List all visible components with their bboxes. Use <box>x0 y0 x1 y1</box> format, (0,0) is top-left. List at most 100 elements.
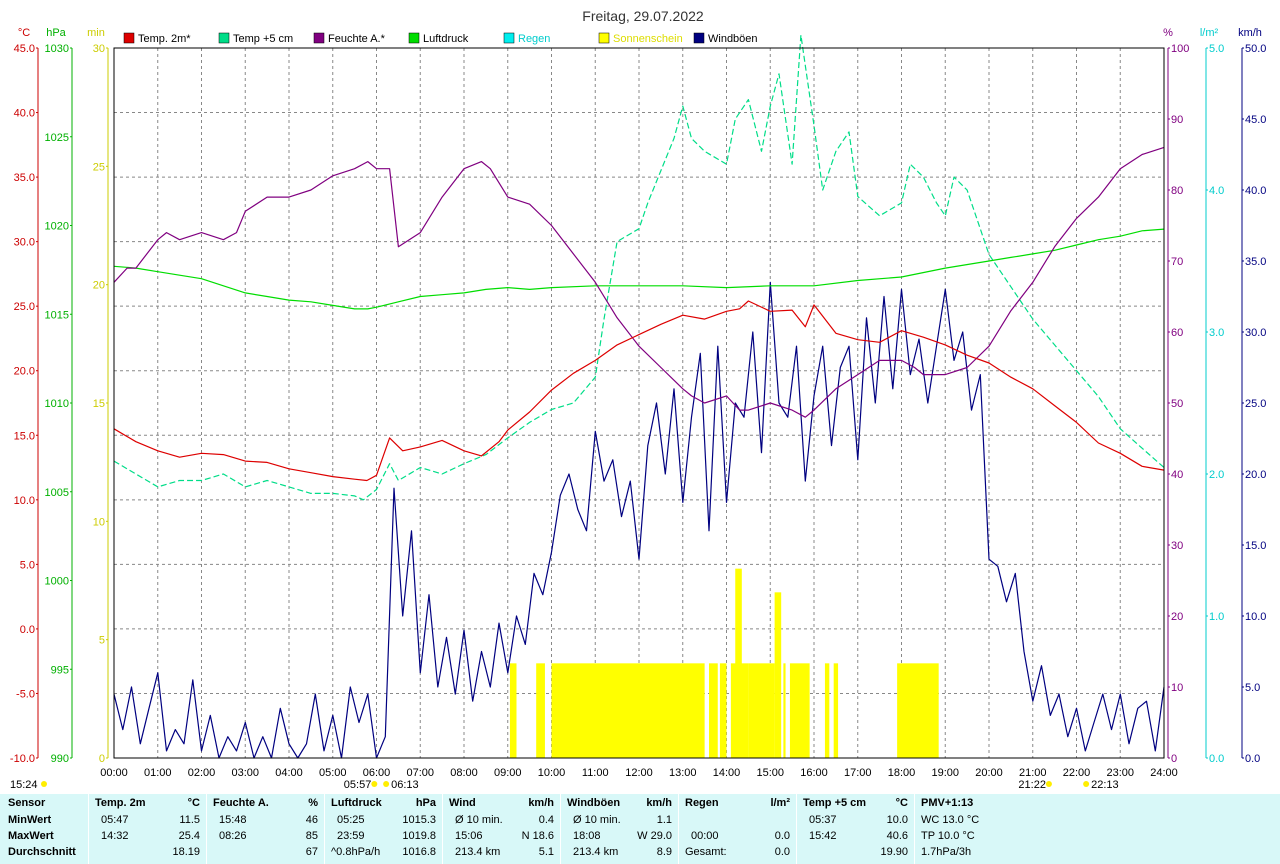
axis-tick-label: 1005 <box>45 487 69 499</box>
stats-value: 1.1 <box>656 814 672 826</box>
stats-header-temp-5cm: Temp +5 cm <box>803 797 867 809</box>
stats-header-gusts: Windböen <box>567 797 621 809</box>
stats-header-pressure: Luftdruck <box>331 797 382 809</box>
axis-tick-label: 30 <box>93 43 105 55</box>
stats-time: 14:32 <box>101 830 129 842</box>
series-line-windb-en <box>113 281 1165 759</box>
legend-swatch <box>693 32 705 44</box>
bottom-time-label: 15:24 <box>10 779 38 791</box>
column-separator <box>678 794 679 864</box>
x-tick-label: 21:00 <box>1019 767 1047 779</box>
sunshine-bar <box>709 663 718 758</box>
stats-header-rain-unit: l/m² <box>770 797 790 809</box>
stats-time: 15:42 <box>809 830 837 842</box>
column-separator <box>88 794 89 864</box>
axis-tick-label: 70 <box>1171 256 1183 268</box>
axis-tick-label: 30.0 <box>1245 327 1266 339</box>
axis-unit-label: hPa <box>46 27 66 39</box>
stats-time: 213.4 km <box>573 846 619 858</box>
bottom-time-label: 22:13 <box>1091 779 1119 791</box>
stats-time: TP 10.0 °C <box>921 830 975 842</box>
axis-tick-label: 1015 <box>45 309 69 321</box>
axis-tick-label: 0.0 <box>20 624 35 636</box>
axis-tick-label: 1030 <box>45 43 69 55</box>
axis-tick-label: 25 <box>93 161 105 173</box>
legend-swatch <box>503 32 515 44</box>
bottom-labels: 15:24 05:57 06:13 21:22 22:13 <box>10 779 1119 791</box>
axis-unit-label: % <box>1163 27 1173 39</box>
chart-title: Freitag, 29.07.2022 <box>582 8 704 24</box>
stats-row-label: MaxWert <box>8 830 54 842</box>
stats-value: 1016.8 <box>402 846 436 858</box>
stats-value: 0.0 <box>774 830 790 842</box>
sunshine-bar <box>789 663 810 758</box>
axis-tick-label: 0 <box>99 753 105 765</box>
axis-tick-label: 50 <box>1171 398 1183 410</box>
axis-tick-label: 1000 <box>45 576 69 588</box>
axis-tick-label: 10.0 <box>14 495 35 507</box>
grid <box>114 48 1164 758</box>
axis-tick-label: 3.0 <box>1209 327 1224 339</box>
sunshine-bar <box>783 663 786 758</box>
sunshine-bar <box>824 663 830 758</box>
x-tick-label: 08:00 <box>450 767 478 779</box>
axis-tick-label: -5.0 <box>16 688 35 700</box>
stats-value: 19.90 <box>880 846 908 858</box>
stats-value: 0.0 <box>774 846 790 858</box>
axis-tick-label: 10 <box>93 516 105 528</box>
stats-value: 40.6 <box>886 830 908 842</box>
x-tick-label: 11:00 <box>582 767 609 779</box>
stats-time: 00:00 <box>691 830 719 842</box>
x-tick-label: 07:00 <box>406 767 434 779</box>
stats-time: 15:06 <box>455 830 483 842</box>
stats-time: 1.7hPa/3h <box>921 846 972 858</box>
stats-time: 18:08 <box>573 830 601 842</box>
axis-tick-label: 80 <box>1171 185 1183 197</box>
legend-swatch <box>313 32 325 44</box>
stats-time: 23:59 <box>337 830 365 842</box>
stats-time: 05:47 <box>101 814 129 826</box>
stats-value: 8.9 <box>656 846 672 858</box>
series-line-luftdruck <box>113 228 1165 310</box>
stats-time: 05:25 <box>337 814 365 826</box>
stats-header-humidity: Feuchte A. <box>213 797 269 809</box>
sun-marker-icon <box>41 781 47 787</box>
axis-tick-label: 15.0 <box>14 430 35 442</box>
axis-tick-label: 100 <box>1171 43 1189 55</box>
sun-marker-icon <box>371 781 378 787</box>
x-tick-label: 04:00 <box>275 767 303 779</box>
legend-label: Temp. 2m* <box>138 33 191 45</box>
bottom-time-label: 05:57 <box>344 779 372 791</box>
axis-tick-label: 20 <box>1171 611 1183 623</box>
axes: °C -10.0 -5.0 0.0 5.0 10.0 15.0 20.0 25.0 30.0 35.… <box>10 27 1267 765</box>
series-lines <box>113 34 1165 759</box>
legend-label: Luftdruck <box>423 33 469 45</box>
x-tick-label: 02:00 <box>188 767 216 779</box>
axis-tick-label: 45.0 <box>1245 114 1266 126</box>
x-tick-label: 06:00 <box>363 767 391 779</box>
axis-tick-label: 40.0 <box>1245 185 1266 197</box>
axis-unit-label: l/m² <box>1200 27 1219 39</box>
statistics-table: Sensor Temp. 2m °C Feuchte A. % Luftdruc… <box>0 794 1280 864</box>
column-separator <box>206 794 207 864</box>
stats-header-wind: Wind <box>449 797 476 809</box>
stats-value: 85 <box>305 830 318 842</box>
stats-header-sensor: Sensor <box>8 797 46 809</box>
axis-tick-label: 0.0 <box>1209 753 1224 765</box>
x-tick-label: 19:00 <box>931 767 959 779</box>
x-tick-label: 22:00 <box>1063 767 1091 779</box>
axis-tick-label: 1020 <box>45 221 69 233</box>
axis-tick-label: -10.0 <box>10 753 35 765</box>
stats-header-temp-5cm-unit: °C <box>895 797 908 809</box>
sun-marker-icon <box>383 781 390 787</box>
stats-value: 25.4 <box>178 830 200 842</box>
stats-header-wind-unit: km/h <box>528 797 554 809</box>
axis-tick-label: 40 <box>1171 469 1183 481</box>
sunshine-bar <box>897 663 939 758</box>
axis-tick-label: 15.0 <box>1245 540 1266 552</box>
stats-header-pressure-unit: hPa <box>415 797 436 809</box>
x-tick-label: 12:00 <box>625 767 653 779</box>
x-tick-label: 20:00 <box>975 767 1003 779</box>
axis-tick-label: 990 <box>51 753 69 765</box>
stats-row-label: Durchschnitt <box>8 846 76 858</box>
